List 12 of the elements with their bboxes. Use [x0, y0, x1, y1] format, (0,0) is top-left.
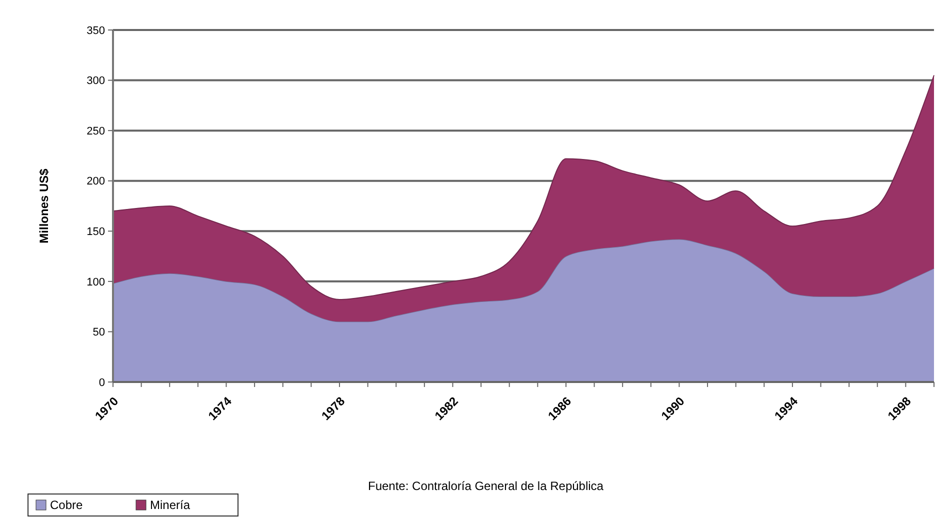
y-tick-label: 250 — [86, 125, 105, 138]
y-tick-label: 50 — [92, 326, 105, 339]
y-axis-title: Millones US$ — [37, 168, 51, 244]
legend-label: Cobre — [50, 498, 84, 512]
source-note: Fuente: Contraloría General de la República — [368, 479, 604, 493]
y-tick-label: 100 — [86, 276, 105, 288]
y-tick-label: 200 — [86, 176, 105, 188]
y-tick-label: 0 — [98, 376, 105, 389]
y-tick-label: 350 — [86, 24, 105, 37]
y-tick-label: 150 — [86, 226, 105, 238]
legend-label: Minería — [150, 498, 190, 512]
y-tick-label: 300 — [86, 75, 105, 88]
